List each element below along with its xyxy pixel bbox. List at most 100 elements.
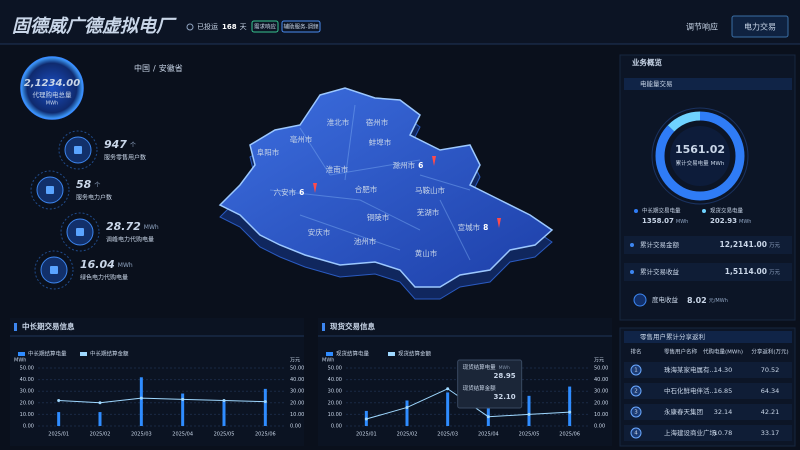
kwh-value: 8.02 元/MWh [687, 296, 728, 305]
map-border [299, 214, 401, 251]
line-point [181, 397, 185, 401]
nav-button[interactable] [731, 15, 789, 38]
chart-panel [10, 318, 304, 446]
city-label: 滁州市 6 [393, 160, 424, 170]
stat-number: 947 [104, 138, 127, 151]
y2-tick-label: 40.00 [594, 377, 608, 383]
part-name: 现货交易电量 [710, 207, 744, 215]
city-label: 马鞍山市 [415, 185, 445, 195]
city-label: 淮南市 [326, 164, 349, 174]
rank-badge [630, 364, 642, 376]
legend-swatch [388, 352, 395, 356]
map-border [329, 159, 421, 176]
y-tick-label: 30.00 [20, 389, 34, 395]
city-name: 六安市 [274, 187, 297, 197]
ranking-row [624, 404, 792, 420]
stat-number: 16.04 [80, 258, 115, 271]
tooltip-value: 32.10 [494, 393, 516, 401]
city-name: 合肥市 [355, 184, 378, 194]
row-value: 1,5114.00 万元 [725, 267, 781, 276]
map-border [269, 189, 361, 201]
city-label: 合肥市 [355, 184, 378, 194]
y2-tick-label: 30.00 [594, 389, 608, 395]
city-count: 6 [299, 188, 304, 197]
page-title: 固德威广德虚拟电厂 [12, 16, 177, 37]
donut-track [651, 107, 749, 205]
city-label: 安庆市 [308, 227, 331, 237]
map-border [299, 127, 331, 176]
section-bar [624, 331, 792, 343]
kwh-icon [633, 293, 647, 307]
city-label: 黄山市 [415, 248, 438, 258]
line-point [405, 405, 409, 409]
line-point [57, 398, 61, 402]
y2-tick-label: 0.00 [290, 424, 301, 430]
ranking-cell: 3 [634, 410, 638, 416]
city-name: 芜湖市 [417, 207, 440, 217]
breadcrumb: 中国 / 安徽省 [134, 63, 183, 73]
line-point [486, 415, 490, 419]
legend-label: 中长期结算金额 [90, 350, 129, 358]
row-label: 累计交易金额 [640, 240, 680, 249]
ranking-cell: 上海建设商业广场 [664, 428, 717, 437]
tag-label: 需求响应 [254, 23, 277, 31]
row-unit: 万元 [769, 269, 781, 276]
tag-label: 辅助服务-调频 [284, 23, 319, 31]
ranking-cell: 2 [634, 389, 638, 395]
map-border [344, 104, 356, 181]
nav-tab[interactable]: 调节响应 [686, 22, 718, 32]
tooltip [457, 359, 523, 409]
y2-tick-label: 10.00 [290, 412, 304, 418]
y-tick-label: 50.00 [328, 366, 342, 372]
status: 已投运 168 天 [197, 22, 247, 31]
status-label: 已投运 [197, 22, 218, 31]
status-icon [186, 23, 194, 31]
x-tick-label: 2025/02 [397, 432, 418, 438]
kwh-unit: 元/MWh [709, 298, 728, 304]
city-name: 宿州市 [366, 117, 389, 127]
stat-glyph [50, 266, 58, 274]
y2-axis-label: 万元 [290, 358, 300, 364]
legend-swatch [80, 352, 87, 356]
ranking-row [624, 362, 792, 378]
tag [251, 20, 279, 33]
y-tick-label: 40.00 [328, 377, 342, 383]
total-unit: MWh [46, 101, 58, 107]
stat-ring [34, 250, 74, 290]
x-tick-label: 2025/02 [90, 432, 111, 438]
city-pin [497, 218, 501, 228]
ranking-cell: 70.52 [761, 366, 780, 374]
ranking-cell: 32.14 [714, 408, 733, 416]
ranking-cell: 珠海某家电属有... [664, 365, 716, 374]
row-number: 1,5114.00 [725, 267, 767, 276]
city-pin [313, 183, 317, 193]
y2-tick-label: 20.00 [594, 400, 608, 406]
y-tick-label: 30.00 [328, 389, 342, 395]
city-label: 阜阳市 [257, 147, 280, 157]
tooltip-name: 现货结算电量 MWh [463, 363, 510, 371]
chart-title: 中长期交易信息 [22, 321, 75, 331]
line-point [364, 417, 368, 421]
column-header: 代购电量(MWh) [703, 348, 743, 356]
map-province [218, 87, 554, 288]
city-label: 六安市 6 [274, 187, 305, 197]
nav-tab[interactable]: 电力交易 [744, 22, 776, 32]
stat-value: 16.04 MWh [80, 258, 133, 271]
y-tick-label: 40.00 [20, 377, 34, 383]
stat-number: 28.72 [106, 220, 141, 233]
y-tick-label: 20.00 [328, 400, 342, 406]
y2-tick-label: 50.00 [290, 366, 304, 372]
stat-ring [58, 130, 98, 170]
city-name: 淮南市 [326, 164, 349, 174]
donut-unit: MWh [711, 161, 725, 167]
city-count: 6 [418, 161, 423, 170]
city-name: 黄山市 [415, 248, 438, 258]
row-label: 累计交易收益 [640, 267, 680, 276]
ranking-cell: 16.85 [714, 387, 733, 395]
ranking-cell: 10.78 [714, 429, 733, 437]
line-point [527, 412, 531, 416]
row-value: 12,2141.00 万元 [720, 240, 781, 249]
part-unit: MWh [676, 219, 688, 225]
legend-swatch [326, 352, 333, 356]
x-tick-label: 2025/06 [559, 432, 580, 438]
